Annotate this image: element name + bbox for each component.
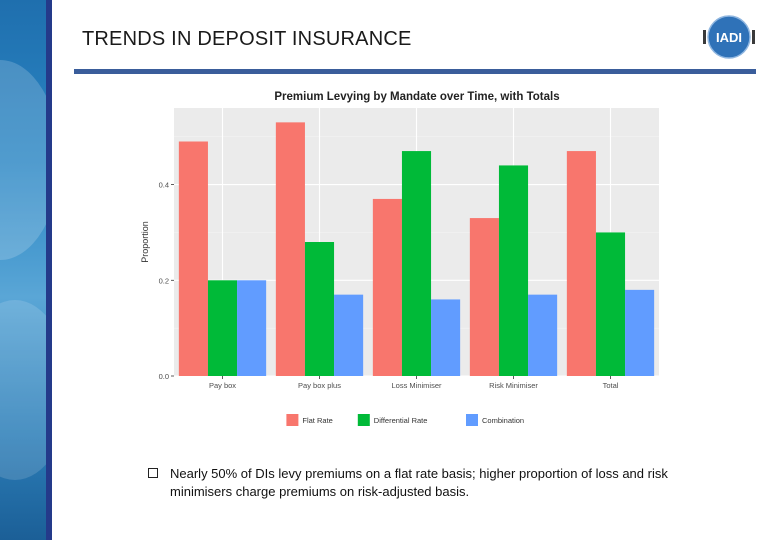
bar — [372, 198, 402, 376]
legend-swatch — [286, 414, 299, 426]
bar — [237, 280, 267, 376]
iadi-logo: IADI — [703, 15, 755, 59]
bars — [178, 122, 655, 376]
y-axis-ticks: 0.0 0.2 0.4 — [159, 181, 174, 381]
legend: Flat Rate Differential Rate Combination — [286, 414, 524, 426]
y-tick-label: 0.0 — [159, 372, 169, 381]
chart-svg: Premium Levying by Mandate over Time, wi… — [140, 91, 659, 426]
legend-label: Differential Rate — [374, 416, 428, 425]
bar-chart: Premium Levying by Mandate over Time, wi… — [130, 82, 670, 434]
bar — [207, 280, 238, 376]
y-tick-label: 0.2 — [159, 276, 169, 285]
bar — [498, 165, 529, 376]
bar — [528, 294, 558, 376]
bar — [469, 218, 499, 376]
bullet-text: Nearly 50% of DIs levy premiums on a fla… — [170, 466, 668, 499]
bullet-checkbox-icon — [148, 468, 158, 478]
bar — [401, 151, 432, 376]
bar — [595, 232, 626, 376]
title-divider — [74, 69, 756, 74]
bullet-point: Nearly 50% of DIs levy premiums on a fla… — [148, 465, 708, 501]
x-tick-label: Pay box plus — [298, 381, 341, 390]
bar — [178, 141, 208, 376]
chart-title: Premium Levying by Mandate over Time, wi… — [274, 91, 559, 103]
bar — [304, 242, 335, 376]
y-axis-label: Proportion — [140, 221, 150, 263]
x-axis-ticks: Pay box Pay box plus Loss Minimiser Risk Mi… — [209, 376, 619, 390]
band-swirl — [0, 300, 46, 480]
y-tick-label: 0.4 — [159, 181, 169, 190]
x-tick-label: Loss Minimiser — [391, 381, 442, 390]
logo-text: IADI — [716, 30, 742, 45]
bar — [566, 151, 596, 376]
left-accent-stripe — [46, 0, 52, 540]
x-tick-label: Total — [603, 381, 619, 390]
bar — [275, 122, 305, 376]
band-swirl — [0, 60, 46, 260]
x-tick-label: Pay box — [209, 381, 236, 390]
left-decorative-band — [0, 0, 46, 540]
bar — [334, 294, 364, 376]
legend-label: Flat Rate — [302, 416, 332, 425]
legend-swatch — [357, 414, 370, 426]
x-tick-label: Risk Minimiser — [489, 381, 538, 390]
bar — [431, 299, 461, 376]
slide-title: TRENDS IN DEPOSIT INSURANCE — [82, 28, 412, 50]
legend-swatch — [466, 414, 478, 426]
bar — [625, 289, 655, 376]
legend-label: Combination — [482, 416, 524, 425]
